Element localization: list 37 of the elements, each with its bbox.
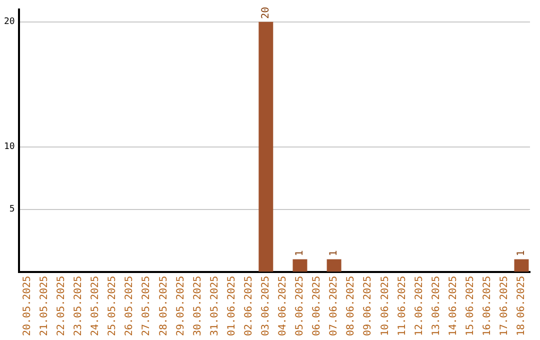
x-tick-label: 02.06.2025 bbox=[243, 276, 254, 336]
x-tick-label: 20.05.2025 bbox=[22, 276, 33, 336]
x-tick-label: 29.05.2025 bbox=[175, 276, 186, 336]
x-tick-label: 21.05.2025 bbox=[38, 276, 50, 336]
x-tick-label: 09.06.2025 bbox=[362, 276, 374, 336]
x-tick-label: 27.05.2025 bbox=[141, 276, 152, 336]
x-tick-label: 17.06.2025 bbox=[499, 276, 510, 336]
x-tick-label: 06.06.2025 bbox=[312, 276, 323, 336]
x-tick-label: 03.06.2025 bbox=[260, 276, 272, 336]
x-tick-label: 11.06.2025 bbox=[396, 276, 408, 336]
x-tick-label: 16.06.2025 bbox=[482, 276, 493, 336]
x-tick-label: 18.06.2025 bbox=[516, 276, 528, 336]
x-tick-label: 31.05.2025 bbox=[209, 276, 220, 336]
x-tick-label: 25.05.2025 bbox=[107, 276, 118, 336]
x-tick-label: 08.06.2025 bbox=[346, 276, 357, 336]
x-tick-label: 23.05.2025 bbox=[73, 276, 84, 336]
x-tick-label: 12.06.2025 bbox=[414, 276, 425, 336]
x-tick-label: 14.06.2025 bbox=[448, 276, 459, 336]
data-label: 1 bbox=[328, 250, 340, 256]
x-tick-label: 07.06.2025 bbox=[328, 276, 340, 336]
x-tick-label: 28.05.2025 bbox=[158, 276, 170, 336]
x-tick-label: 26.05.2025 bbox=[124, 276, 136, 336]
data-label: 1 bbox=[516, 250, 528, 256]
data-label: 20 bbox=[260, 6, 272, 19]
y-tick-label: 5 bbox=[9, 204, 15, 215]
x-tick-label: 15.06.2025 bbox=[464, 276, 476, 336]
y-tick-label: 10 bbox=[4, 142, 15, 152]
x-tick-label: 13.06.2025 bbox=[430, 276, 442, 336]
x-tick-label: 01.06.2025 bbox=[226, 276, 238, 336]
x-tick-label: 05.06.2025 bbox=[294, 276, 306, 336]
y-tick-label: 20 bbox=[4, 17, 15, 28]
x-tick-label: 10.06.2025 bbox=[380, 276, 391, 336]
x-tick-label: 30.05.2025 bbox=[192, 276, 204, 336]
x-tick-label: 22.05.2025 bbox=[56, 276, 68, 336]
x-tick-label: 04.06.2025 bbox=[278, 276, 289, 336]
x-tick-label: 24.05.2025 bbox=[90, 276, 102, 336]
data-label: 1 bbox=[294, 250, 306, 256]
